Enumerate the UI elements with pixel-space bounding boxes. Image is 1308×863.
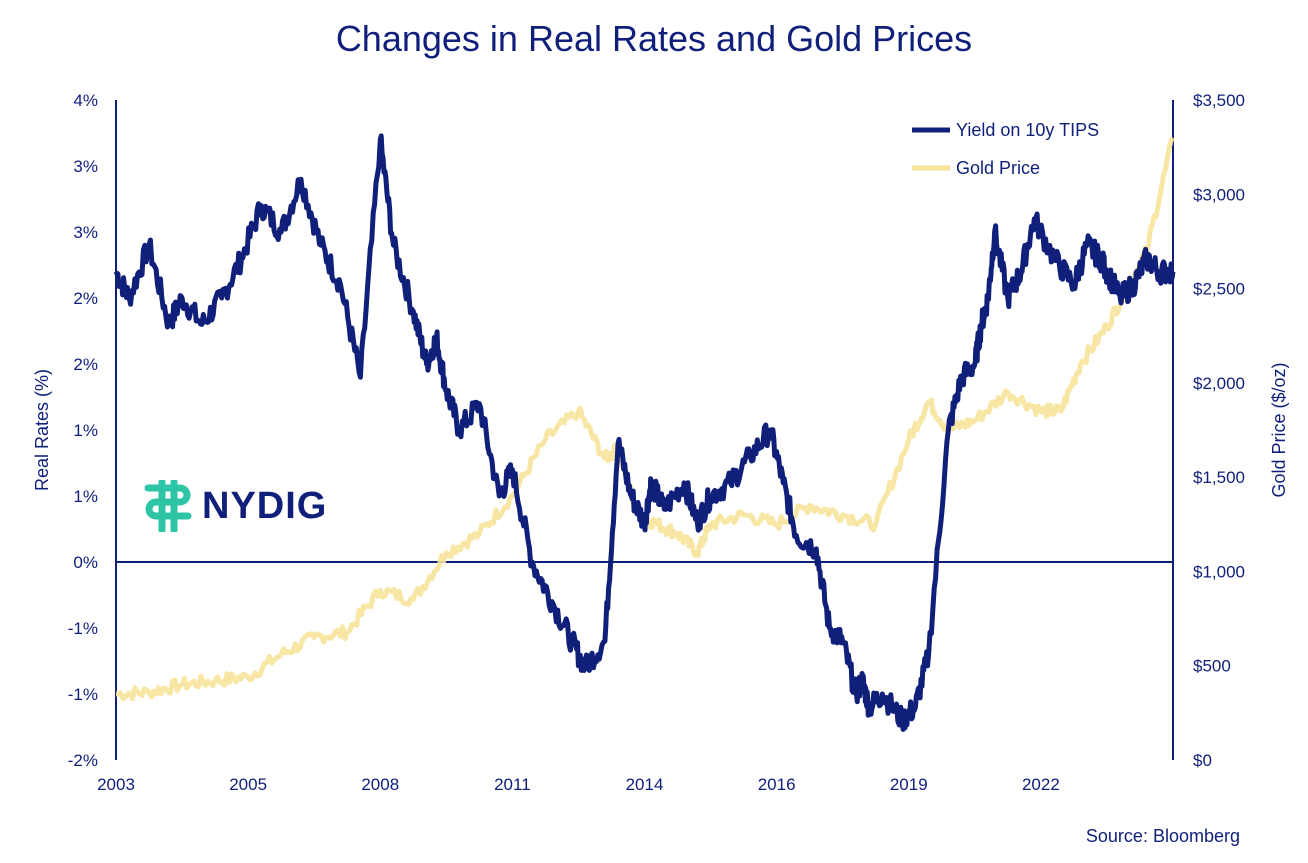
left-tick-label: 0% bbox=[73, 553, 98, 572]
right-tick-label: $500 bbox=[1193, 657, 1231, 676]
left-tick-label: 1% bbox=[73, 487, 98, 506]
right-tick-label: $1,000 bbox=[1193, 562, 1245, 581]
chart-title: Changes in Real Rates and Gold Prices bbox=[335, 18, 973, 59]
logo-text: NYDIG bbox=[202, 484, 328, 527]
left-axis-ticks: 4% 3% 3% 2% 2% 1% 1% 0% -1% -1% -2% bbox=[68, 91, 98, 770]
left-tick-label: -1% bbox=[68, 685, 98, 704]
left-tick-label: 4% bbox=[73, 91, 98, 110]
x-tick-label: 2003 bbox=[97, 775, 135, 794]
x-tick-label: 2016 bbox=[758, 775, 796, 794]
series-line-gold-price bbox=[115, 136, 1176, 702]
x-tick-label: 2019 bbox=[890, 775, 928, 794]
nydig-logo-icon bbox=[144, 480, 192, 532]
right-axis-ticks: $3,500 $3,000 $2,500 $2,000 $1,500 $1,000 $500… bbox=[1193, 91, 1245, 770]
source-note: Source: Bloomberg bbox=[1085, 826, 1240, 846]
left-tick-label: 1% bbox=[73, 421, 98, 440]
left-tick-label: 2% bbox=[73, 355, 98, 374]
x-axis-ticks: 2003 2005 2008 2011 2014 2016 2019 2022 bbox=[97, 775, 1060, 794]
left-tick-label: 3% bbox=[73, 223, 98, 242]
right-axis-label: Gold Price ($/oz) bbox=[1269, 362, 1289, 497]
left-tick-label: -1% bbox=[68, 619, 98, 638]
legend-label-tips: Yield on 10y TIPS bbox=[956, 120, 1099, 140]
right-tick-label: $2,500 bbox=[1193, 280, 1245, 299]
x-tick-label: 2005 bbox=[229, 775, 267, 794]
left-axis-label: Real Rates (%) bbox=[32, 369, 52, 491]
right-tick-label: $0 bbox=[1193, 751, 1212, 770]
left-tick-label: 2% bbox=[73, 289, 98, 308]
x-tick-label: 2022 bbox=[1022, 775, 1060, 794]
legend: Yield on 10y TIPS Gold Price bbox=[912, 120, 1099, 178]
nydig-logo: NYDIG bbox=[140, 480, 327, 532]
right-tick-label: $2,000 bbox=[1193, 374, 1245, 393]
left-tick-label: 3% bbox=[73, 157, 98, 176]
right-tick-label: $1,500 bbox=[1193, 468, 1245, 487]
x-tick-label: 2014 bbox=[626, 775, 664, 794]
right-tick-label: $3,500 bbox=[1193, 91, 1245, 110]
series-line-yield-on-10y-tips bbox=[113, 133, 1176, 732]
x-tick-label: 2008 bbox=[361, 775, 399, 794]
legend-label-gold: Gold Price bbox=[956, 158, 1040, 178]
x-tick-label: 2011 bbox=[494, 775, 531, 794]
right-tick-label: $3,000 bbox=[1193, 185, 1245, 204]
left-tick-label: -2% bbox=[68, 751, 98, 770]
